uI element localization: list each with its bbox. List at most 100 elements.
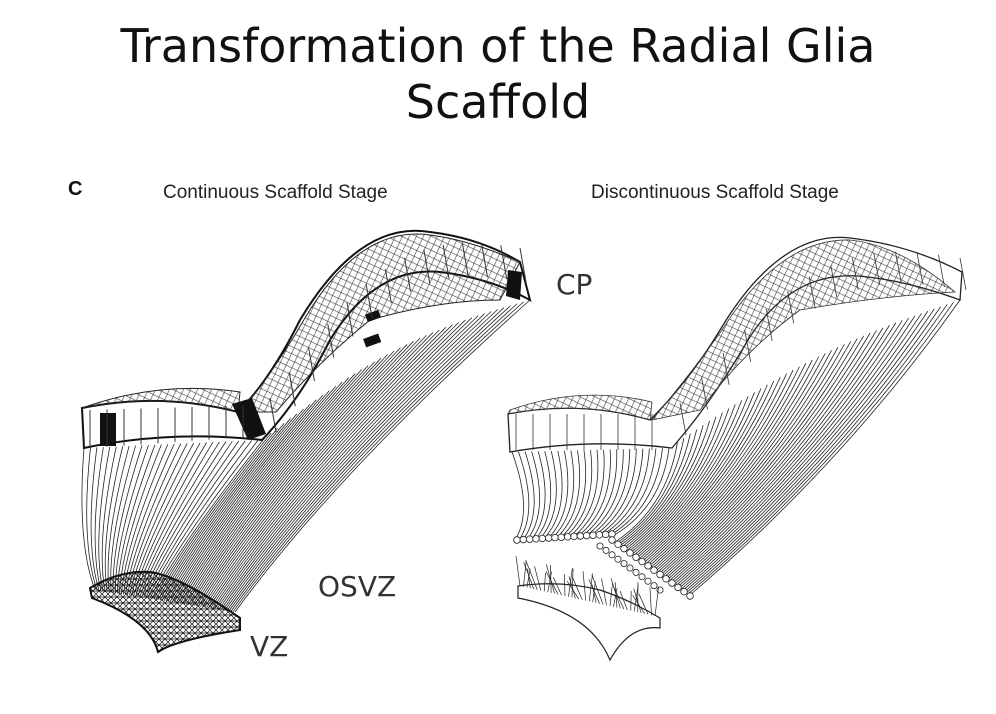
osvz-cell xyxy=(544,534,553,542)
fiber xyxy=(200,337,421,607)
band-divider xyxy=(346,302,354,337)
fiber xyxy=(626,416,717,549)
vz-fiber xyxy=(545,571,559,595)
fiber xyxy=(646,369,794,564)
discontinuous-stage-title: Discontinuous Scaffold Stage xyxy=(591,182,839,203)
fiber xyxy=(228,305,511,612)
fiber xyxy=(676,317,909,586)
vz-fiber xyxy=(654,586,660,617)
band-divider xyxy=(384,269,392,304)
band-divider xyxy=(701,377,708,410)
osvz-cell xyxy=(525,535,534,543)
fiber xyxy=(617,437,685,543)
fiber xyxy=(196,344,408,607)
vz-fiber xyxy=(619,590,628,610)
vz-fiber xyxy=(552,577,562,596)
fiber xyxy=(593,448,637,537)
fiber xyxy=(216,317,473,610)
fiber xyxy=(539,450,557,540)
fiber xyxy=(208,326,447,609)
fiber xyxy=(631,404,736,553)
osvz-cell xyxy=(532,535,540,543)
vz-fiber xyxy=(545,564,555,594)
discontinuous-scaffold-drawing xyxy=(507,236,967,662)
fiber xyxy=(684,306,942,592)
fiber xyxy=(224,309,498,611)
band-divider xyxy=(830,265,838,298)
fiber xyxy=(551,450,575,539)
fiber xyxy=(169,394,324,602)
fiber xyxy=(686,304,948,593)
vz-fiber xyxy=(571,576,583,600)
cp-label: CP xyxy=(556,268,593,301)
fiber xyxy=(601,448,650,536)
fiber xyxy=(204,332,434,608)
dark-cell-block xyxy=(232,398,266,440)
osvz-cell xyxy=(582,531,591,540)
osvz-cell xyxy=(632,553,640,561)
fiber xyxy=(94,447,104,592)
cortical-mesh-right xyxy=(650,239,957,421)
fiber xyxy=(624,420,710,548)
band-divider xyxy=(269,397,277,433)
fiber xyxy=(642,377,781,561)
fiber xyxy=(647,366,800,565)
continuous-scaffold-drawing xyxy=(80,229,532,654)
osvz-cell xyxy=(650,582,658,590)
osvz-cell xyxy=(626,549,634,557)
osvz-cell xyxy=(638,573,646,581)
fiber xyxy=(179,373,356,604)
osvz-cell xyxy=(557,533,566,541)
fiber xyxy=(637,388,762,558)
slide-title: Transformation of the Radial Glia Scaffo… xyxy=(0,18,996,130)
vz-fiber xyxy=(523,562,535,590)
fiber xyxy=(214,319,466,610)
osvz-cell xyxy=(570,532,578,541)
cortical-mesh-left xyxy=(238,233,521,413)
osvz-cell xyxy=(601,530,610,539)
fiber xyxy=(187,357,382,605)
vz-fiber xyxy=(566,580,580,600)
fiber xyxy=(679,313,922,588)
fiber xyxy=(175,381,343,603)
fiber xyxy=(198,341,414,607)
vz-fiber xyxy=(527,568,531,589)
fiber xyxy=(564,449,593,538)
slide-title-line-2: Scaffold xyxy=(405,75,591,129)
osvz-cell xyxy=(608,551,616,559)
fiber xyxy=(177,377,350,604)
band-divider xyxy=(365,284,373,319)
vz-fiber xyxy=(611,583,625,610)
fiber xyxy=(194,347,401,606)
fiber xyxy=(167,399,317,602)
fiber xyxy=(610,448,663,536)
band-divider xyxy=(327,323,335,358)
osvz-cell xyxy=(656,570,664,579)
fiber xyxy=(634,396,749,555)
vz-fiber xyxy=(523,561,527,587)
fiber xyxy=(181,369,362,604)
radial-glia-fibers-right xyxy=(511,299,961,596)
vz-fiber xyxy=(534,566,542,591)
fiber xyxy=(605,448,657,536)
fiber xyxy=(98,446,111,592)
osvz-cell xyxy=(686,592,694,600)
fiber xyxy=(674,320,903,585)
band-divider xyxy=(808,276,816,309)
dark-cell-block xyxy=(365,309,381,323)
fiber xyxy=(673,322,897,584)
fiber xyxy=(202,335,427,608)
panel-letter: C xyxy=(68,178,83,200)
band-divider xyxy=(679,402,687,436)
fiber xyxy=(86,447,98,591)
vz-fiber xyxy=(525,559,538,590)
fiber xyxy=(629,408,730,552)
osvz-cell xyxy=(644,562,652,570)
fiber xyxy=(190,354,388,606)
fiber xyxy=(220,313,485,610)
osvz-cell xyxy=(662,575,670,583)
fiber xyxy=(212,322,460,609)
fiber xyxy=(560,450,587,539)
fiber xyxy=(568,449,599,538)
